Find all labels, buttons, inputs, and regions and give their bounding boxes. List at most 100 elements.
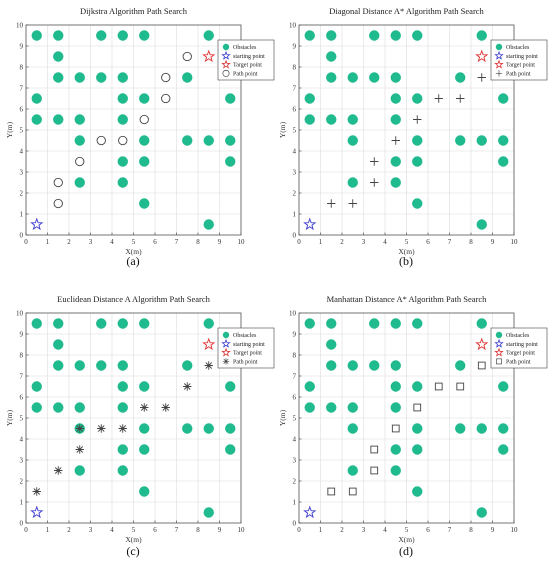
legend-target-star-icon (494, 347, 504, 357)
x-tick-label: 1 (319, 526, 323, 534)
obstacle-point (203, 30, 214, 41)
x-tick-label: 7 (175, 526, 179, 534)
chart-panel: Manhattan Distance A* Algorithm Path Sea… (278, 294, 548, 558)
obstacle-point (476, 318, 487, 329)
obstacle-point (74, 72, 85, 83)
path-point (434, 94, 443, 103)
obstacle-point (412, 30, 423, 41)
obstacle-point (225, 423, 236, 434)
obstacle-point (117, 30, 128, 41)
obstacle-point (53, 339, 64, 350)
x-tick-label: 4 (383, 238, 387, 246)
x-tick-label: 4 (110, 238, 114, 246)
legend-start-star-icon (221, 50, 231, 60)
path-point (204, 361, 213, 370)
legend-path-marker (222, 69, 230, 77)
obstacle-point (412, 135, 423, 146)
y-tick-label: 6 (20, 394, 24, 402)
y-tick-label: 3 (20, 457, 24, 465)
obstacle-point (304, 93, 315, 104)
obstacle-point (117, 318, 128, 329)
x-tick-label: 5 (405, 238, 409, 246)
x-tick-label: 3 (89, 526, 93, 534)
obstacle-point (203, 423, 214, 434)
obstacle-point (412, 93, 423, 104)
obstacle-point (476, 219, 487, 230)
chart-legend: Obstacles starting point Target point Path … (217, 327, 275, 369)
path-point (161, 93, 171, 104)
x-tick-label: 5 (132, 238, 136, 246)
path-point (391, 136, 400, 145)
obstacle-point (498, 135, 509, 146)
chart-panel: Diagonal Distance A* Algorithm Path Sear… (278, 6, 548, 268)
path-point (139, 114, 149, 125)
x-tick-label: 10 (238, 238, 246, 246)
y-tick-label: 10 (16, 22, 24, 30)
x-tick-label: 8 (469, 526, 473, 534)
obstacle-point (369, 30, 380, 41)
x-tick-label: 1 (46, 526, 50, 534)
path-point (327, 487, 336, 496)
x-axis-label: X(m) (125, 247, 142, 256)
path-point (140, 403, 149, 412)
obstacle-point (225, 381, 236, 392)
y-axis-label: Y(m) (278, 121, 287, 138)
path-point (32, 487, 41, 496)
x-tick-label: 4 (110, 526, 114, 534)
legend-label: Path point (506, 71, 531, 77)
legend-path-icon (222, 69, 230, 77)
obstacle-point (117, 177, 128, 188)
obstacle-point (498, 444, 509, 455)
path-point (370, 157, 379, 166)
obstacle-point (117, 360, 128, 371)
x-tick-label: 7 (175, 238, 179, 246)
obstacle-point (203, 507, 214, 518)
start-point-marker (303, 505, 317, 519)
legend-label: Obstacles (506, 333, 530, 339)
x-tick-label: 0 (297, 238, 301, 246)
obstacle-point (326, 114, 337, 125)
obstacle-point (326, 318, 337, 329)
y-tick-label: 8 (293, 64, 297, 72)
y-tick-label: 5 (293, 127, 297, 135)
x-tick-label: 8 (196, 238, 200, 246)
obstacle-point (203, 318, 214, 329)
y-tick-label: 8 (293, 352, 297, 360)
obstacle-point (455, 72, 466, 83)
obstacle-point (304, 114, 315, 125)
y-tick-label: 2 (293, 190, 297, 198)
obstacle-point (139, 444, 150, 455)
obstacle-point (53, 360, 64, 371)
path-point (53, 177, 63, 188)
legend-target-star-icon (494, 59, 504, 69)
obstacle-point (31, 114, 42, 125)
x-tick-label: 9 (218, 238, 222, 246)
obstacle-point (117, 114, 128, 125)
obstacle-point (498, 423, 509, 434)
obstacle-point (74, 402, 85, 413)
obstacle-point (139, 486, 150, 497)
legend-label: Path point (506, 359, 531, 365)
legend-start-star-icon (494, 50, 504, 60)
x-tick-label: 0 (24, 526, 28, 534)
x-tick-label: 10 (238, 526, 246, 534)
obstacle-point (412, 486, 423, 497)
obstacle-point (74, 177, 85, 188)
y-tick-label: 4 (20, 436, 24, 444)
legend-start-star-icon (494, 338, 504, 348)
y-tick-label: 7 (293, 85, 297, 93)
y-tick-label: 3 (20, 169, 24, 177)
obstacle-point (31, 318, 42, 329)
y-tick-label: 4 (20, 148, 24, 156)
legend-path-marker (496, 358, 502, 365)
chart-panel: Euclidean Distance A Algorithm Path Sear… (5, 294, 275, 558)
legend-label: Target point (506, 351, 535, 357)
obstacle-point (117, 381, 128, 392)
legend-label: Obstacles (233, 333, 257, 339)
y-tick-label: 8 (20, 64, 24, 72)
y-tick-label: 9 (20, 43, 24, 51)
obstacle-point (326, 339, 337, 350)
obstacle-point (31, 93, 42, 104)
y-tick-label: 5 (293, 415, 297, 423)
legend-obstacle-icon (222, 331, 230, 339)
